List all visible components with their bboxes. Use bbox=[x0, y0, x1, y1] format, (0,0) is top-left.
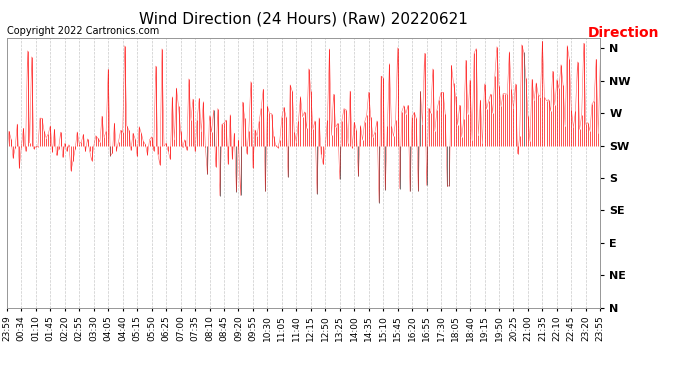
Text: Copyright 2022 Cartronics.com: Copyright 2022 Cartronics.com bbox=[7, 26, 159, 36]
Text: Wind Direction (24 Hours) (Raw) 20220621: Wind Direction (24 Hours) (Raw) 20220621 bbox=[139, 11, 468, 26]
Text: Direction: Direction bbox=[587, 26, 659, 40]
